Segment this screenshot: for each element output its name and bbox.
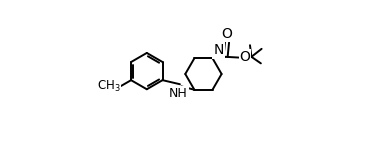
Text: O: O [222, 27, 232, 41]
Text: NH: NH [169, 87, 188, 100]
Text: N: N [213, 43, 223, 57]
Text: N: N [213, 43, 223, 57]
Text: O: O [239, 50, 250, 64]
Text: CH$_3$: CH$_3$ [97, 78, 120, 94]
